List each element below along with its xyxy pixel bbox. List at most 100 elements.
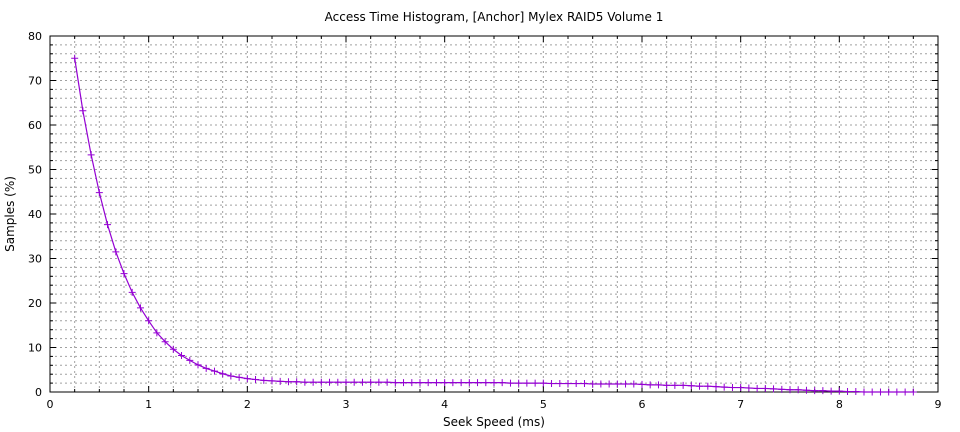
data-point — [663, 381, 671, 389]
data-point — [819, 387, 827, 395]
data-point — [79, 107, 87, 115]
data-point — [235, 373, 243, 381]
data-point — [219, 370, 227, 378]
x-tick-label: 5 — [540, 398, 547, 411]
data-point — [449, 379, 457, 387]
data-point — [178, 352, 186, 360]
data-point — [531, 379, 539, 387]
data-point — [885, 388, 893, 396]
data-point — [112, 248, 120, 256]
data-point — [268, 377, 276, 385]
data-point — [457, 379, 465, 387]
series-markers — [71, 54, 917, 396]
data-point — [548, 380, 556, 388]
data-point — [350, 378, 358, 386]
data-point — [506, 379, 514, 387]
y-tick-label: 0 — [35, 386, 42, 399]
data-point — [424, 379, 432, 387]
data-point — [844, 388, 852, 396]
data-point — [317, 378, 325, 386]
x-tick-label: 2 — [244, 398, 251, 411]
y-tick-labels: 0 10 20 30 40 50 60 70 80 — [28, 30, 42, 399]
data-point — [309, 378, 317, 386]
data-point — [679, 381, 687, 389]
data-point — [589, 380, 597, 388]
data-point — [169, 345, 177, 353]
data-point — [515, 379, 523, 387]
data-point — [786, 386, 794, 394]
data-point — [87, 151, 95, 159]
data-point — [564, 380, 572, 388]
data-point — [342, 378, 350, 386]
y-tick-label: 20 — [28, 297, 42, 310]
data-point — [145, 317, 153, 325]
y-tick-label: 10 — [28, 342, 42, 355]
x-tick-label: 0 — [47, 398, 54, 411]
data-point — [687, 382, 695, 390]
data-point — [194, 361, 202, 369]
y-axis-title: Samples (%) — [3, 176, 17, 252]
data-point — [539, 379, 547, 387]
data-point — [728, 384, 736, 392]
data-point — [391, 379, 399, 387]
data-point — [104, 221, 112, 229]
data-point — [400, 379, 408, 387]
data-point — [358, 378, 366, 386]
data-point — [474, 379, 482, 387]
data-point — [704, 382, 712, 390]
data-point — [367, 378, 375, 386]
data-point — [482, 379, 490, 387]
data-point — [260, 376, 268, 384]
chart-title: Access Time Histogram, [Anchor] Mylex RA… — [325, 10, 664, 24]
data-point — [860, 388, 868, 396]
data-point — [243, 375, 251, 383]
data-point — [835, 387, 843, 395]
data-point — [416, 379, 424, 387]
y-tick-label: 80 — [28, 30, 42, 43]
data-point — [901, 388, 909, 396]
data-point — [95, 189, 103, 197]
axis-ticks — [49, 35, 939, 393]
data-point — [794, 386, 802, 394]
data-point — [120, 270, 128, 278]
y-tick-label: 40 — [28, 208, 42, 221]
data-point — [761, 384, 769, 392]
x-tick-label: 8 — [836, 398, 843, 411]
data-point — [770, 385, 778, 393]
data-point — [383, 378, 391, 386]
data-point — [293, 378, 301, 386]
data-point — [153, 329, 161, 337]
y-tick-label: 30 — [28, 253, 42, 266]
data-point — [876, 388, 884, 396]
data-point — [811, 387, 819, 395]
data-point — [326, 378, 334, 386]
data-point — [802, 386, 810, 394]
y-tick-label: 60 — [28, 119, 42, 132]
grid-lines — [50, 36, 938, 392]
data-point — [868, 388, 876, 396]
data-point — [622, 380, 630, 388]
data-point — [334, 378, 342, 386]
data-point — [572, 380, 580, 388]
data-point — [252, 376, 260, 384]
x-tick-label: 1 — [145, 398, 152, 411]
data-point — [580, 380, 588, 388]
data-point — [613, 380, 621, 388]
data-point — [136, 304, 144, 312]
data-point — [753, 384, 761, 392]
y-tick-label: 70 — [28, 75, 42, 88]
data-point — [909, 388, 917, 396]
data-point — [523, 379, 531, 387]
data-point — [202, 364, 210, 372]
data-point — [375, 378, 383, 386]
x-tick-label: 9 — [935, 398, 942, 411]
data-point — [671, 381, 679, 389]
data-point — [276, 377, 284, 385]
y-tick-label: 50 — [28, 164, 42, 177]
data-point — [465, 379, 473, 387]
data-point — [646, 381, 654, 389]
data-point — [893, 388, 901, 396]
data-point — [441, 379, 449, 387]
data-point — [827, 387, 835, 395]
